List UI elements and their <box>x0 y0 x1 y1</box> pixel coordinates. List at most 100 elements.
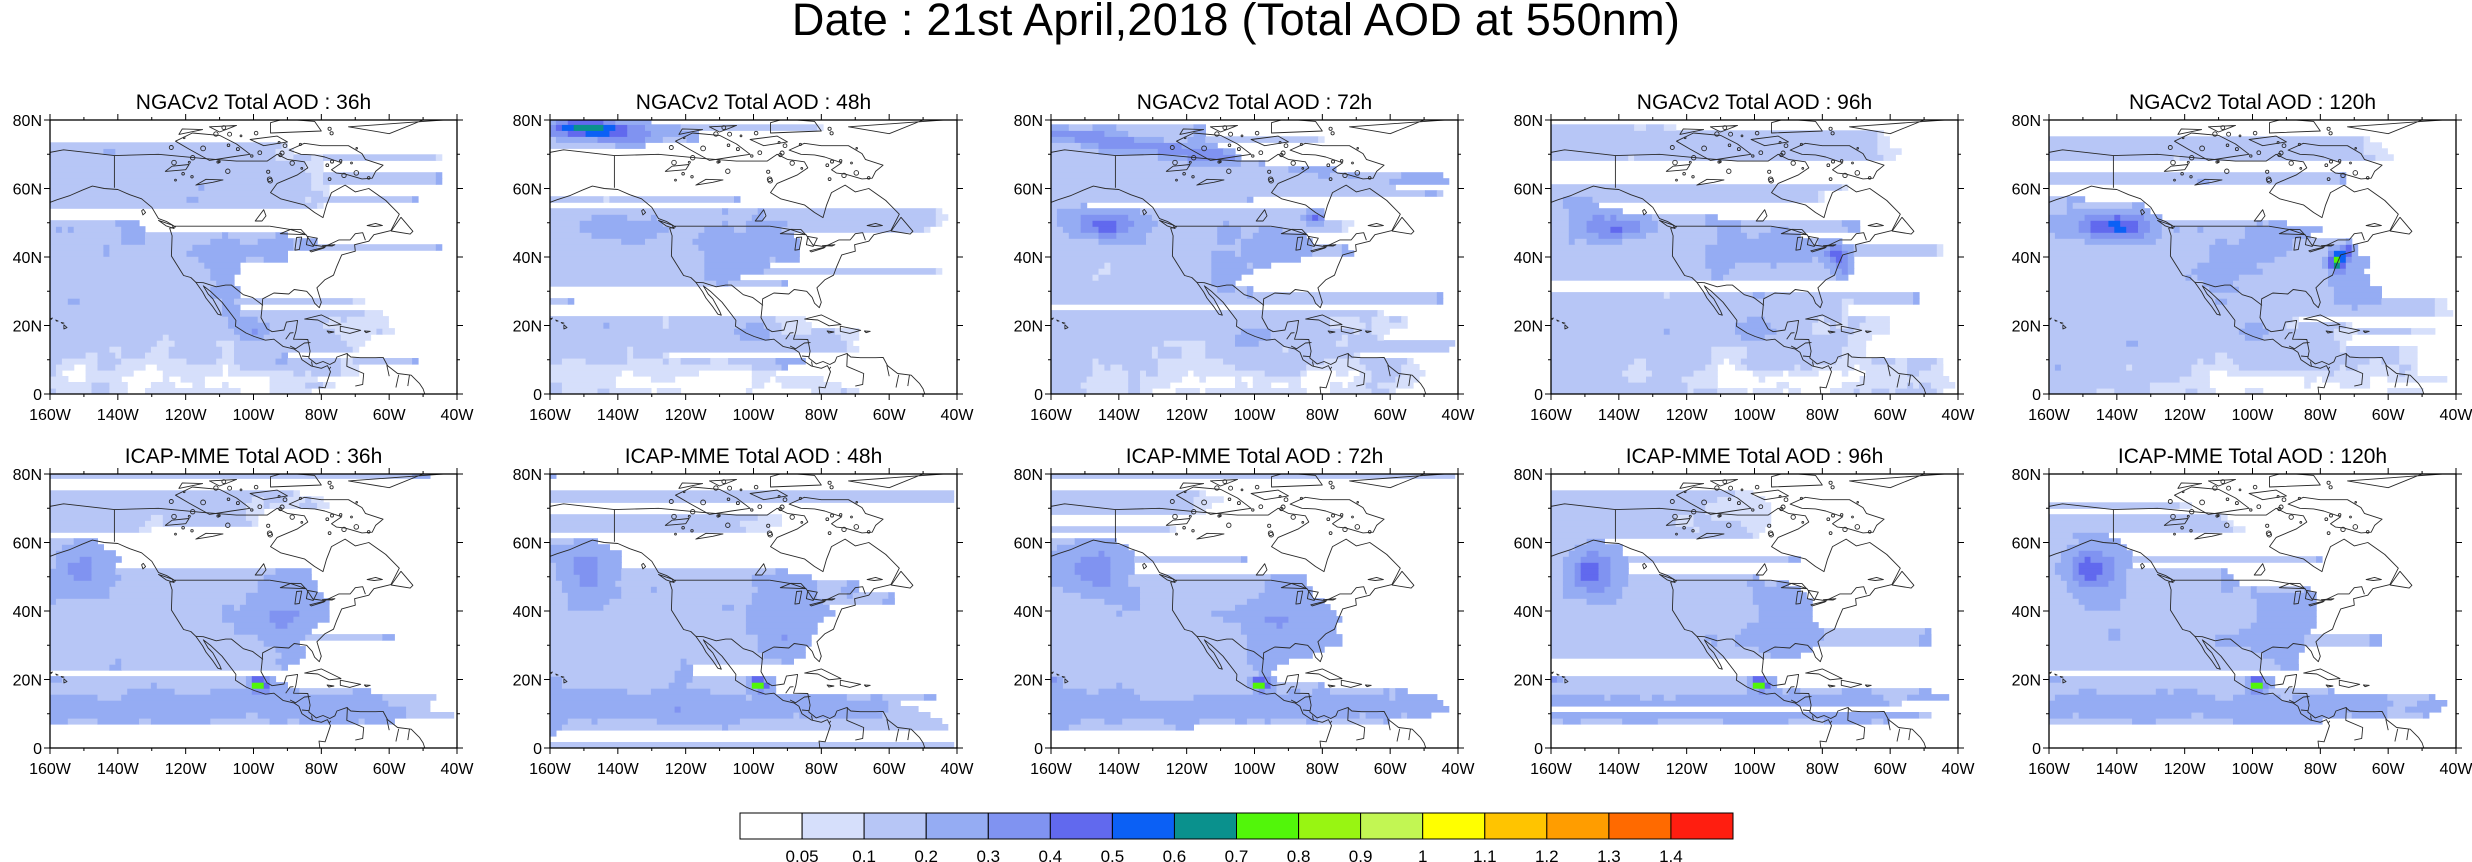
lon-tick-label: 120W <box>2164 407 2207 424</box>
lat-tick-label: 60N <box>1014 182 1043 199</box>
coastline-layer <box>2049 474 2443 748</box>
lon-tick-label: 60W <box>1374 407 1408 424</box>
lon-tick-label: 80W <box>305 761 339 778</box>
lon-tick-label: 80W <box>2304 761 2338 778</box>
lon-tick-label: 100W <box>733 407 776 424</box>
lat-tick-label: 80N <box>13 467 42 484</box>
lon-tick-label: 160W <box>1530 761 1573 778</box>
lon-tick-label: 120W <box>165 407 208 424</box>
colorbar: 0.05 0.1 0.2 0.3 0.4 0.5 0.6 0.7 0.8 0.9 1 1.1 1.2 1.… <box>739 812 1734 862</box>
colorbar-label: 1.3 <box>1597 847 1621 862</box>
lat-tick-label: 40N <box>513 604 542 621</box>
lon-tick-label: 160W <box>2028 407 2071 424</box>
colorbar-label: 0.05 <box>786 847 819 862</box>
lat-tick-label: 60N <box>1514 536 1543 553</box>
coastline-layer <box>1051 120 1445 394</box>
lon-tick-label: 40W <box>2440 407 2472 424</box>
colorbar-label: 0.2 <box>914 847 938 862</box>
lon-tick-label: 100W <box>1734 407 1777 424</box>
aod-field <box>1051 124 1456 394</box>
lat-tick-label: 40N <box>13 250 42 267</box>
lat-tick-label: 20N <box>1514 673 1543 690</box>
lon-tick-label: 40W <box>441 761 475 778</box>
lon-tick-label: 140W <box>1598 761 1641 778</box>
lat-tick-label: 80N <box>1014 113 1043 130</box>
lon-tick-label: 60W <box>873 761 907 778</box>
lon-tick-label: 120W <box>1166 761 1209 778</box>
lat-tick-label: 20N <box>1014 319 1043 336</box>
figure-title: Date : 21st April,2018 (Total AOD at 550… <box>791 0 1681 45</box>
lon-tick-label: 140W <box>2096 761 2139 778</box>
aod-field <box>1551 124 1956 394</box>
colorbar-label: 1.4 <box>1659 847 1683 862</box>
lon-tick-label: 60W <box>1374 761 1408 778</box>
colorbar-label: 0.7 <box>1225 847 1249 862</box>
lon-tick-label: 160W <box>1030 761 1073 778</box>
colorbar-label: 1.1 <box>1473 847 1497 862</box>
lat-tick-label: 20N <box>513 673 542 690</box>
lon-tick-label: 60W <box>1874 407 1908 424</box>
panel-title: ICAP-MME Total AOD : 96h <box>1626 445 1884 468</box>
lon-tick-label: 160W <box>2028 761 2071 778</box>
colorbar-swatch <box>925 812 989 840</box>
lon-tick-label: 100W <box>733 761 776 778</box>
aod-field <box>550 120 949 394</box>
lat-tick-label: 20N <box>1514 319 1543 336</box>
map-panel: NGACv2 Total AOD : 120h 160W 140W 120W 100W 8… <box>2012 91 2472 424</box>
lat-tick-label: 40N <box>1514 604 1543 621</box>
lon-tick-label: 160W <box>529 407 572 424</box>
lat-tick-label: 80N <box>2012 467 2041 484</box>
lat-tick-label: 60N <box>1514 182 1543 199</box>
aod-field <box>50 142 443 394</box>
lat-tick-label: 60N <box>1014 536 1043 553</box>
colorbar-swatch <box>987 812 1051 840</box>
lat-tick-label: 60N <box>2012 536 2041 553</box>
coastline-layer <box>550 120 944 394</box>
colorbar-label: 0.3 <box>976 847 1000 862</box>
lon-tick-label: 140W <box>97 407 140 424</box>
colorbar-label: 0.4 <box>1038 847 1062 862</box>
colorbar-swatch <box>1484 812 1548 840</box>
map-panel: NGACv2 Total AOD : 96h 160W 140W 120W 100W 80… <box>1514 91 1976 424</box>
map-panel: ICAP-MME Total AOD : 48h 160W 140W 120W 100W… <box>513 445 975 778</box>
coastline-layer <box>2049 120 2443 394</box>
lat-tick-label: 40N <box>1514 250 1543 267</box>
lat-tick-label: 40N <box>513 250 542 267</box>
lon-tick-label: 80W <box>1806 761 1840 778</box>
lon-tick-label: 140W <box>1098 761 1141 778</box>
lat-tick-label: 0 <box>1534 387 1543 404</box>
lat-tick-label: 40N <box>1014 250 1043 267</box>
lon-tick-label: 80W <box>805 407 839 424</box>
lat-tick-label: 40N <box>13 604 42 621</box>
lat-tick-label: 20N <box>513 319 542 336</box>
lon-tick-label: 100W <box>233 407 276 424</box>
lon-tick-label: 120W <box>1166 407 1209 424</box>
aod-field <box>50 474 455 725</box>
lat-tick-label: 20N <box>2012 319 2041 336</box>
map-panel: ICAP-MME Total AOD : 120h 160W 140W 120W 100… <box>2012 445 2472 778</box>
lon-tick-label: 160W <box>29 407 72 424</box>
panel-title: ICAP-MME Total AOD : 48h <box>625 445 883 468</box>
lon-tick-label: 160W <box>1530 407 1573 424</box>
lon-tick-label: 60W <box>373 761 407 778</box>
colorbar-label: 1 <box>1418 847 1427 862</box>
lon-tick-label: 80W <box>1306 761 1340 778</box>
lat-tick-label: 0 <box>2032 387 2041 404</box>
lon-tick-label: 80W <box>805 761 839 778</box>
lat-tick-label: 0 <box>1034 387 1043 404</box>
lon-tick-label: 120W <box>665 761 708 778</box>
lon-tick-label: 40W <box>1942 407 1976 424</box>
lat-tick-label: 0 <box>1534 741 1543 758</box>
lon-tick-label: 160W <box>529 761 572 778</box>
lat-tick-label: 80N <box>1014 467 1043 484</box>
colorbar-swatch <box>1670 812 1734 840</box>
aod-field <box>1551 490 1950 725</box>
lon-tick-label: 80W <box>1806 407 1840 424</box>
lat-tick-label: 0 <box>33 387 42 404</box>
lat-tick-label: 20N <box>13 673 42 690</box>
lat-tick-label: 80N <box>1514 467 1543 484</box>
lon-tick-label: 40W <box>941 407 975 424</box>
lat-tick-label: 20N <box>1014 673 1043 690</box>
panel-title: NGACv2 Total AOD : 120h <box>2129 91 2376 114</box>
aod-field <box>2049 502 2448 725</box>
